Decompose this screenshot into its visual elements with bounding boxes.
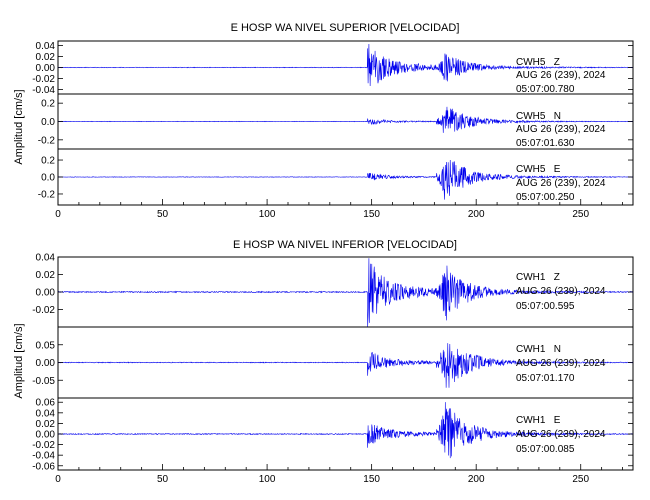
x-tick-label: 150 [363, 209, 380, 220]
upper-e-trace [57, 159, 634, 200]
x-tick-label: 250 [572, 474, 589, 485]
y-tick-label: 0.02 [36, 270, 56, 281]
upper-z-trace [57, 44, 634, 86]
lower-n-date: AUG 26 (239), 2024 [516, 358, 606, 369]
upper-n-date: AUG 26 (239), 2024 [516, 124, 606, 135]
y-tick-label: 0.02 [36, 52, 56, 63]
x-tick-label: 50 [157, 474, 169, 485]
upper-e-channel: CWH5 E [516, 164, 561, 175]
upper-x-axis: 0 50 100 150 200 250 [55, 199, 623, 220]
upper-y-axis-label: Amplitud [cm/s] [13, 89, 25, 164]
lower-n-time: 05:07:01.170 [516, 373, 575, 384]
y-tick-label: -0.02 [32, 74, 55, 85]
lower-e-date: AUG 26 (239), 2024 [516, 429, 606, 440]
y-tick-label: 0.04 [36, 408, 56, 419]
y-tick-label: -0.2 [38, 135, 56, 146]
y-tick-label: -0.2 [38, 189, 56, 200]
lower-n-y-ticks: -0.05 0.00 0.05 [32, 340, 633, 387]
lower-x-axis: 0 50 100 150 200 250 [55, 464, 623, 485]
x-tick-label: 150 [363, 474, 380, 485]
y-tick-label: -0.05 [32, 376, 55, 387]
y-tick-label: 0.2 [41, 156, 55, 167]
upper-n-trace [57, 106, 634, 133]
y-tick-label: -0.06 [32, 461, 55, 472]
upper-panel: E HOSP WA NIVEL SUPERIOR [VELOCIDAD] Amp… [13, 22, 634, 220]
lower-title: E HOSP WA NIVEL INFERIOR [VELOCIDAD] [233, 239, 457, 251]
lower-e-y-ticks: -0.06-0.04-0.020.000.020.040.06 [32, 398, 633, 472]
y-tick-label: 0.02 [36, 419, 56, 430]
x-tick-label: 200 [468, 209, 485, 220]
upper-n-channel: CWH5 N [516, 111, 561, 122]
x-tick-label: 50 [157, 209, 169, 220]
lower-z-y-ticks: -0.02 0.00 0.02 0.04 [32, 253, 633, 316]
upper-e-time: 05:07:00.250 [516, 192, 575, 203]
x-tick-label: 200 [468, 474, 485, 485]
lower-n-trace [57, 343, 634, 388]
y-tick-label: 0.04 [36, 253, 56, 264]
upper-e-date: AUG 26 (239), 2024 [516, 178, 606, 189]
upper-z-date: AUG 26 (239), 2024 [516, 70, 606, 81]
upper-z-y-ticks: -0.04-0.020.000.020.04 [32, 41, 633, 96]
y-tick-label: 0.00 [36, 63, 56, 74]
x-tick-label: 100 [259, 474, 276, 485]
lower-z-channel: CWH1 Z [516, 272, 560, 283]
lower-n-channel: CWH1 N [516, 344, 561, 355]
x-tick-label: 0 [55, 209, 61, 220]
lower-z-trace [57, 258, 634, 327]
lower-e-time: 05:07:00.085 [516, 444, 575, 455]
lower-z-time: 05:07:00.595 [516, 301, 575, 312]
y-tick-label: -0.02 [32, 305, 55, 316]
x-tick-label: 100 [259, 209, 276, 220]
y-tick-label: 0.00 [36, 430, 56, 441]
lower-e-trace [57, 402, 634, 459]
x-tick-label: 0 [55, 474, 61, 485]
upper-z-channel: CWH5 Z [516, 57, 560, 68]
y-tick-label: 0.04 [36, 41, 56, 52]
y-tick-label: 0.05 [36, 340, 56, 351]
lower-z-date: AUG 26 (239), 2024 [516, 286, 606, 297]
y-tick-label: 0.0 [41, 117, 55, 128]
y-tick-label: -0.04 [32, 85, 55, 96]
y-tick-label: 0.00 [36, 358, 56, 369]
lower-y-axis-label: Amplitud [cm/s] [13, 323, 25, 398]
upper-title: E HOSP WA NIVEL SUPERIOR [VELOCIDAD] [231, 22, 460, 34]
y-tick-label: -0.02 [32, 440, 55, 451]
y-tick-label: -0.04 [32, 451, 55, 462]
y-tick-label: 0.00 [36, 288, 56, 299]
y-tick-label: 0.06 [36, 398, 56, 409]
upper-n-time: 05:07:01.630 [516, 138, 575, 149]
x-tick-label: 250 [572, 209, 589, 220]
lower-e-channel: CWH1 E [516, 415, 561, 426]
y-tick-label: 0.0 [41, 173, 55, 184]
upper-z-time: 05:07:00.780 [516, 84, 575, 95]
upper-e-y-ticks: -0.2 0.0 0.2 [38, 156, 633, 200]
lower-panel: E HOSP WA NIVEL INFERIOR [VELOCIDAD] Amp… [13, 239, 634, 485]
y-tick-label: 0.2 [41, 99, 55, 110]
upper-n-y-ticks: -0.2 0.0 0.2 [38, 99, 633, 146]
